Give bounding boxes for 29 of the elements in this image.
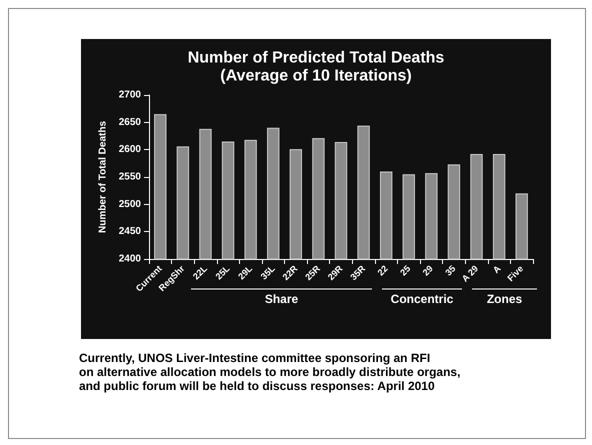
x-tick-label: 25L bbox=[214, 263, 232, 282]
chart-title: Number of Predicted Total Deaths bbox=[188, 50, 444, 66]
y-axis-title: Number of Total Deaths bbox=[97, 120, 108, 234]
y-tick-label: 2450 bbox=[118, 226, 142, 238]
text: Concentric bbox=[390, 292, 454, 306]
y-tick-label: 2650 bbox=[118, 116, 142, 128]
x-tick-label: 22R bbox=[280, 263, 300, 282]
x-tick-label: 29R bbox=[326, 263, 345, 282]
x-tick-label: 22L bbox=[190, 263, 210, 282]
text: Share bbox=[264, 292, 298, 306]
chart-subtitle: (Average of 10 Iterations) bbox=[220, 68, 412, 84]
text: Zones bbox=[486, 292, 522, 306]
x-tick-label: 29 bbox=[420, 263, 435, 278]
x-tick-label: 35 bbox=[443, 263, 458, 278]
y-tick-label: 2500 bbox=[118, 198, 142, 210]
x-tick-label: 35R bbox=[348, 263, 368, 282]
x-tick-label: A 29 bbox=[460, 263, 480, 284]
y-tick-label: 2550 bbox=[118, 172, 142, 182]
x-tick-label: 25 bbox=[398, 263, 412, 278]
x-tick-label: 35L bbox=[258, 263, 278, 282]
x-tick-label: 29L bbox=[236, 263, 255, 282]
text: Currently, UNOS Liver-Intestine committee sponsoring an RFI on alternative allocation models to more broadly distribute organs, and public forum will be held to discuss responses: April 2010 bbox=[79, 351, 460, 393]
y-tick-label: 2600 bbox=[118, 144, 142, 156]
y-tick-label: 2700 bbox=[118, 90, 142, 100]
y-tick-label: 2400 bbox=[118, 254, 142, 264]
x-tick-label: 22 bbox=[376, 263, 390, 278]
x-tick-label: A bbox=[490, 263, 504, 276]
x-tick-label: 25R bbox=[303, 263, 322, 282]
x-tick-label: Five bbox=[505, 263, 526, 284]
